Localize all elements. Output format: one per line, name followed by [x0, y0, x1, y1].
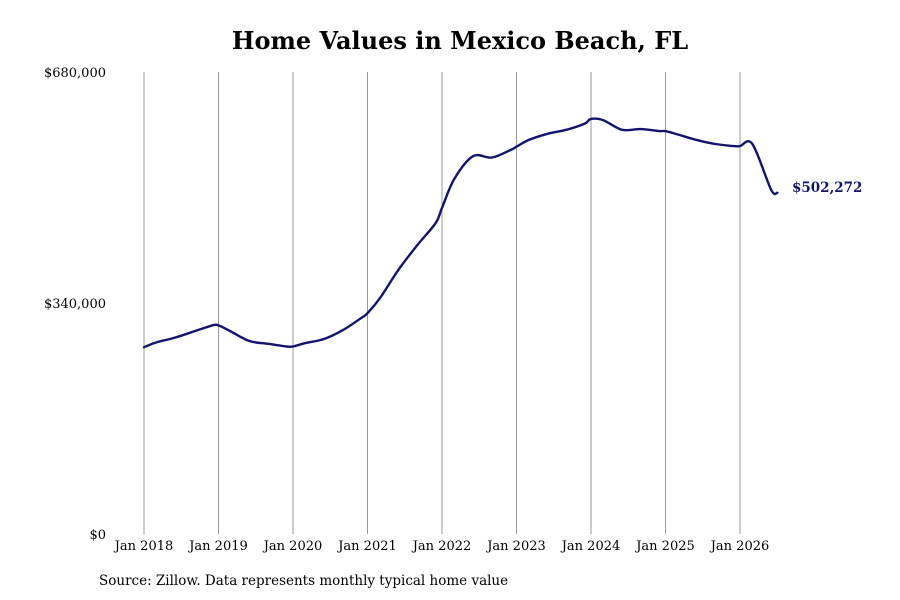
y-tick-label: $680,000 — [44, 66, 106, 81]
series-line — [142, 117, 779, 349]
x-tick-label: Jan 2022 — [411, 539, 472, 554]
x-tick-label: Jan 2023 — [485, 539, 546, 554]
y-tick-label: $0 — [89, 528, 106, 543]
x-axis-ticks: Jan 2018 Jan 2019 Jan 2020 Jan 2021 Jan 2022… — [113, 539, 770, 554]
source-note: Source: Zillow. Data represents monthly … — [99, 573, 509, 589]
x-tick-label: Jan 2024 — [560, 539, 621, 554]
x-tick-label: Jan 2018 — [113, 539, 174, 554]
x-tick-label: Jan 2019 — [187, 539, 248, 554]
x-tick-label: Jan 2025 — [634, 539, 695, 554]
x-tick-label: Jan 2026 — [709, 539, 770, 554]
grid-lines — [143, 72, 741, 534]
x-tick-label: Jan 2020 — [262, 539, 323, 554]
x-tick-label: Jan 2021 — [336, 539, 397, 554]
end-value-label: $502,272 — [792, 180, 862, 196]
chart-title: Home Values in Mexico Beach, FL — [231, 26, 689, 55]
y-tick-label: $340,000 — [44, 297, 106, 312]
y-axis-ticks: $0 $340,000 $680,000 — [44, 66, 106, 543]
